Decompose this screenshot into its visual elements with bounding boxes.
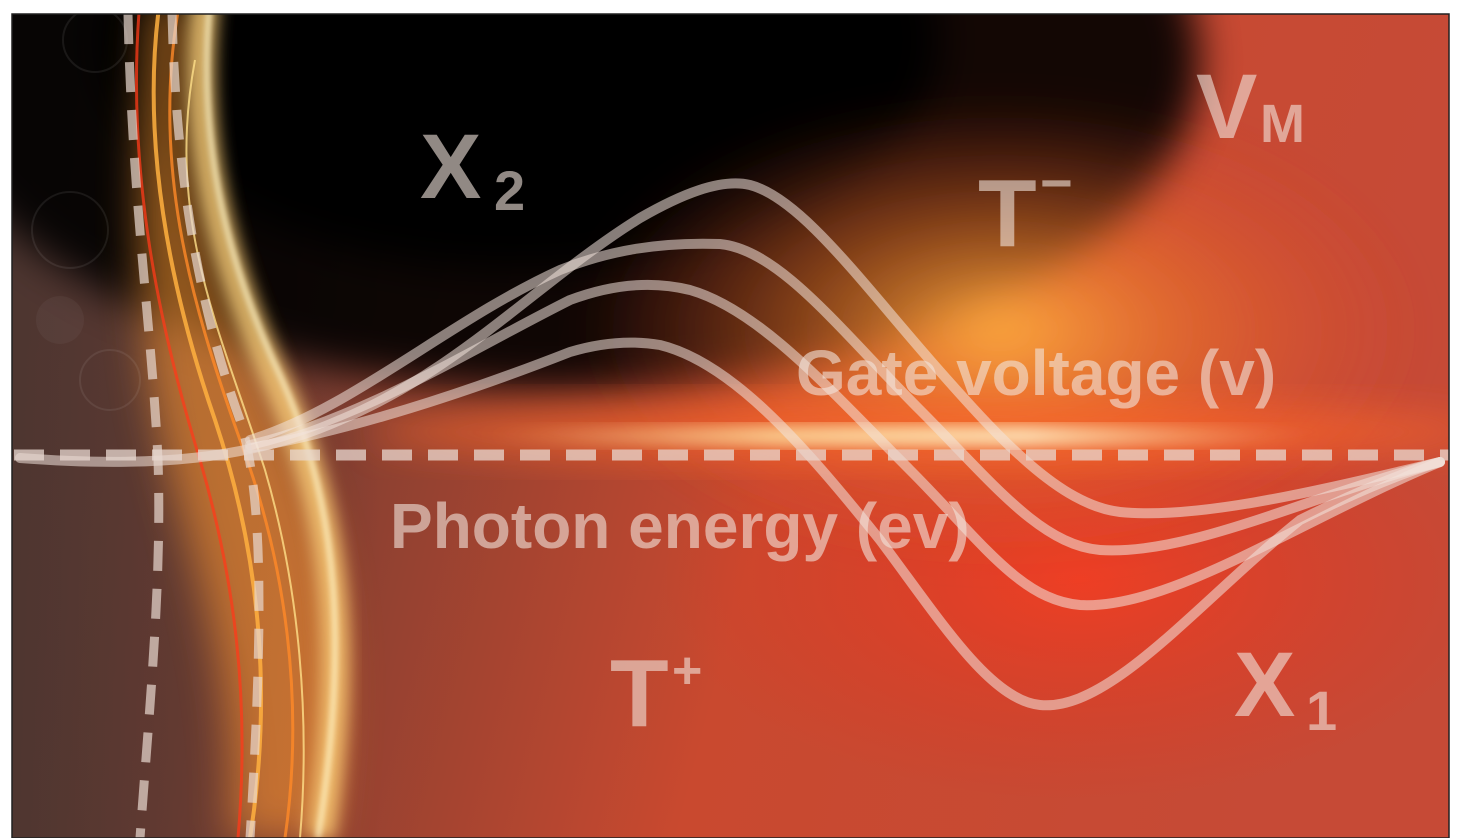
- light-streak-core: [480, 426, 1320, 446]
- flame-strand-5: [185, 59, 305, 838]
- vm-subscript: M: [1260, 94, 1305, 154]
- t-plus-superscript: +: [672, 642, 702, 700]
- photon-energy-axis-label: Photon energy (ev): [390, 490, 970, 562]
- x1-label: X: [1234, 634, 1295, 736]
- x2-label: X: [420, 116, 481, 218]
- t-plus-label: T: [610, 640, 669, 747]
- bokeh-circle: [36, 296, 84, 344]
- spectral-curve-4: [245, 337, 1445, 711]
- vm-label: V: [1196, 56, 1257, 158]
- t-minus-superscript: −: [1040, 151, 1073, 214]
- vertical-dashed-curve-left: [123, 14, 164, 838]
- spectral-curve-2: [245, 238, 1445, 556]
- image-frame: [11, 13, 1450, 838]
- bokeh-circle: [79, 349, 141, 411]
- gate-voltage-axis-label: Gate voltage (v): [796, 337, 1276, 409]
- x1-subscript: 1: [1306, 679, 1337, 742]
- flame-strand-3: [168, 14, 295, 838]
- spectral-curve-3: [245, 279, 1445, 611]
- vertical-dashed-curve-right: [167, 14, 264, 838]
- t-minus-label: T: [978, 160, 1037, 267]
- spectral-curves: [15, 178, 1445, 711]
- flame-strand-1: [204, 14, 338, 838]
- bokeh-circle: [31, 191, 109, 269]
- x2-subscript: 2: [494, 159, 525, 222]
